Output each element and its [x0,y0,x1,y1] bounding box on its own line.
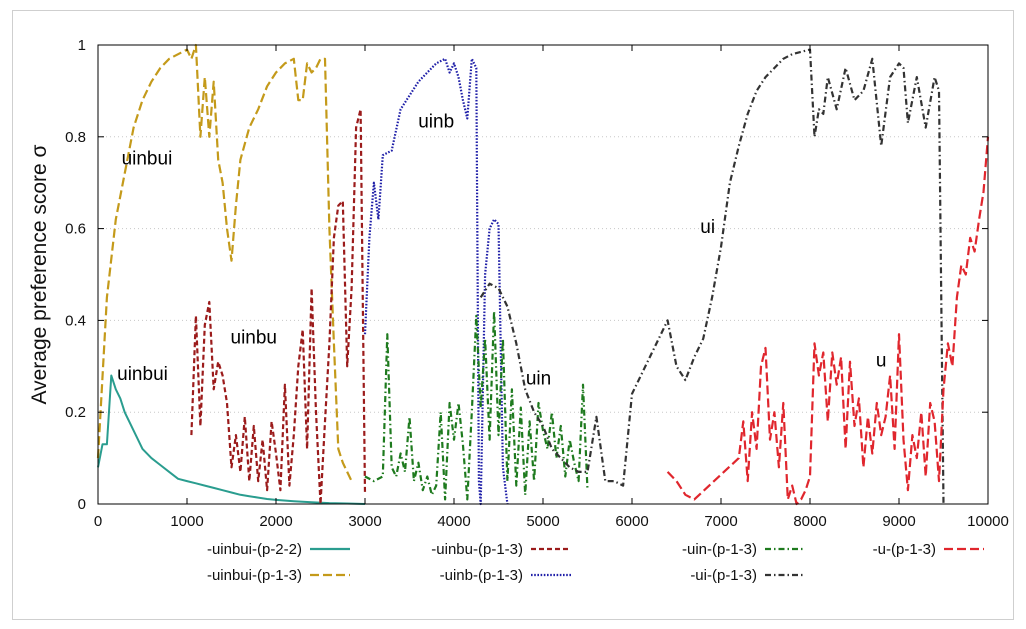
annotations: uinbui uinbui uinbu uinb uin ui u [117,112,886,390]
series-line-6 [666,136,990,506]
legend-label: -uin-(p-1-3) [682,541,757,558]
x-tick-label: 1000 [170,513,203,530]
x-tick-label: 3000 [348,513,381,530]
x-tick-label: 8000 [793,513,826,530]
y-tick-label: 0.4 [65,312,86,329]
annotation-label: uinbu [231,327,278,348]
annotation-label: u [876,350,887,371]
legend-label: -uinb-(p-1-3) [440,567,523,584]
y-axis-label: Average preference score σ [28,144,51,404]
series-line-2 [190,108,367,506]
legend-label: -uinbui-(p-2-2) [207,541,302,558]
series-line-1 [96,43,353,482]
annotation-label: uin [526,369,551,390]
x-tick-label: 4000 [437,513,470,530]
series-line-3 [363,57,509,506]
axis-ticks: 0 1000 2000 3000 4000 5000 6000 7000 8000 9000 100… [65,37,1009,530]
x-tick-label: 5000 [526,513,559,530]
series-line-5 [479,48,945,505]
x-tick-label: 10000 [967,513,1009,530]
annotation-label: ui [700,217,715,238]
legend-label: -uinbu-(p-1-3) [431,541,523,558]
legend: -uinbui-(p-2-2) -uinbui-(p-1-3) -uinbu-(p-… [207,541,984,584]
x-tick-label: 0 [94,513,102,530]
series-line-4 [364,310,589,501]
y-tick-label: 1 [78,37,86,54]
x-tick-label: 2000 [259,513,292,530]
annotation-label: uinbui [122,148,173,169]
legend-label: -uinbui-(p-1-3) [207,567,302,584]
x-tick-label: 6000 [615,513,648,530]
y-tick-label: 0.8 [65,129,86,146]
chart-frame [12,10,1014,620]
legend-label: -u-(p-1-3) [873,541,936,558]
legend-label: -ui-(p-1-3) [690,567,757,584]
annotation-label: uinb [418,112,454,133]
y-tick-label: 0.6 [65,221,86,238]
series-line-0 [97,374,366,505]
y-tick-label: 0 [78,496,86,513]
x-tick-label: 9000 [882,513,915,530]
y-tick-label: 0.2 [65,404,86,421]
x-tick-label: 7000 [704,513,737,530]
annotation-label: uinbui [117,364,168,385]
series-layer [96,43,990,506]
